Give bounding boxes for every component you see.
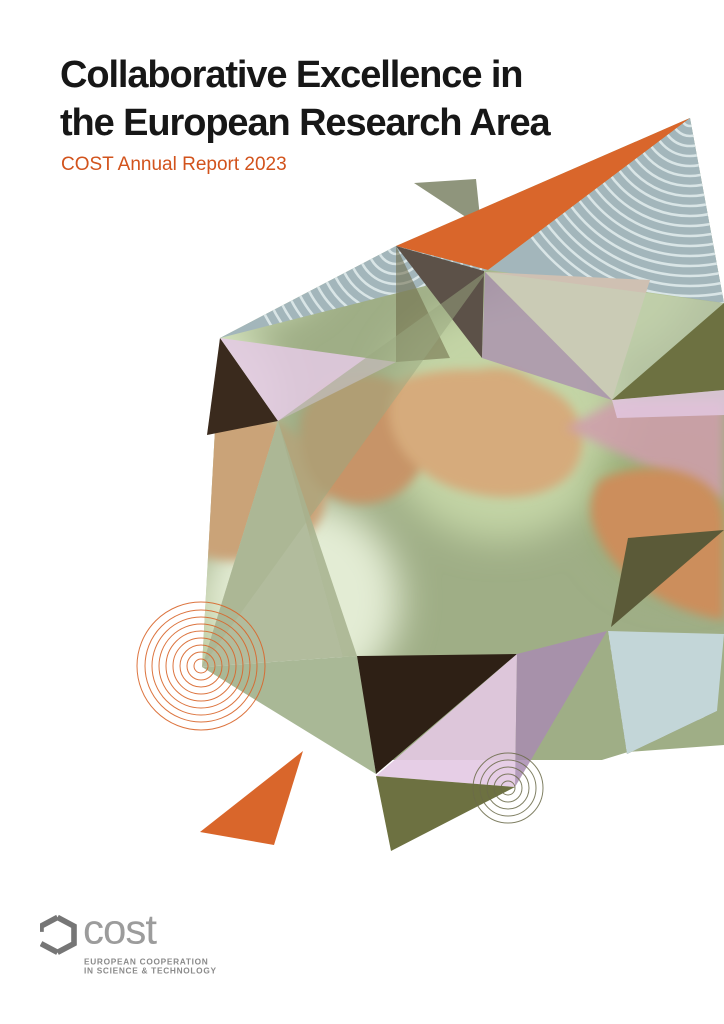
svg-text:IN SCIENCE & TECHNOLOGY: IN SCIENCE & TECHNOLOGY [84,966,217,976]
svg-text:cost: cost [83,908,157,953]
